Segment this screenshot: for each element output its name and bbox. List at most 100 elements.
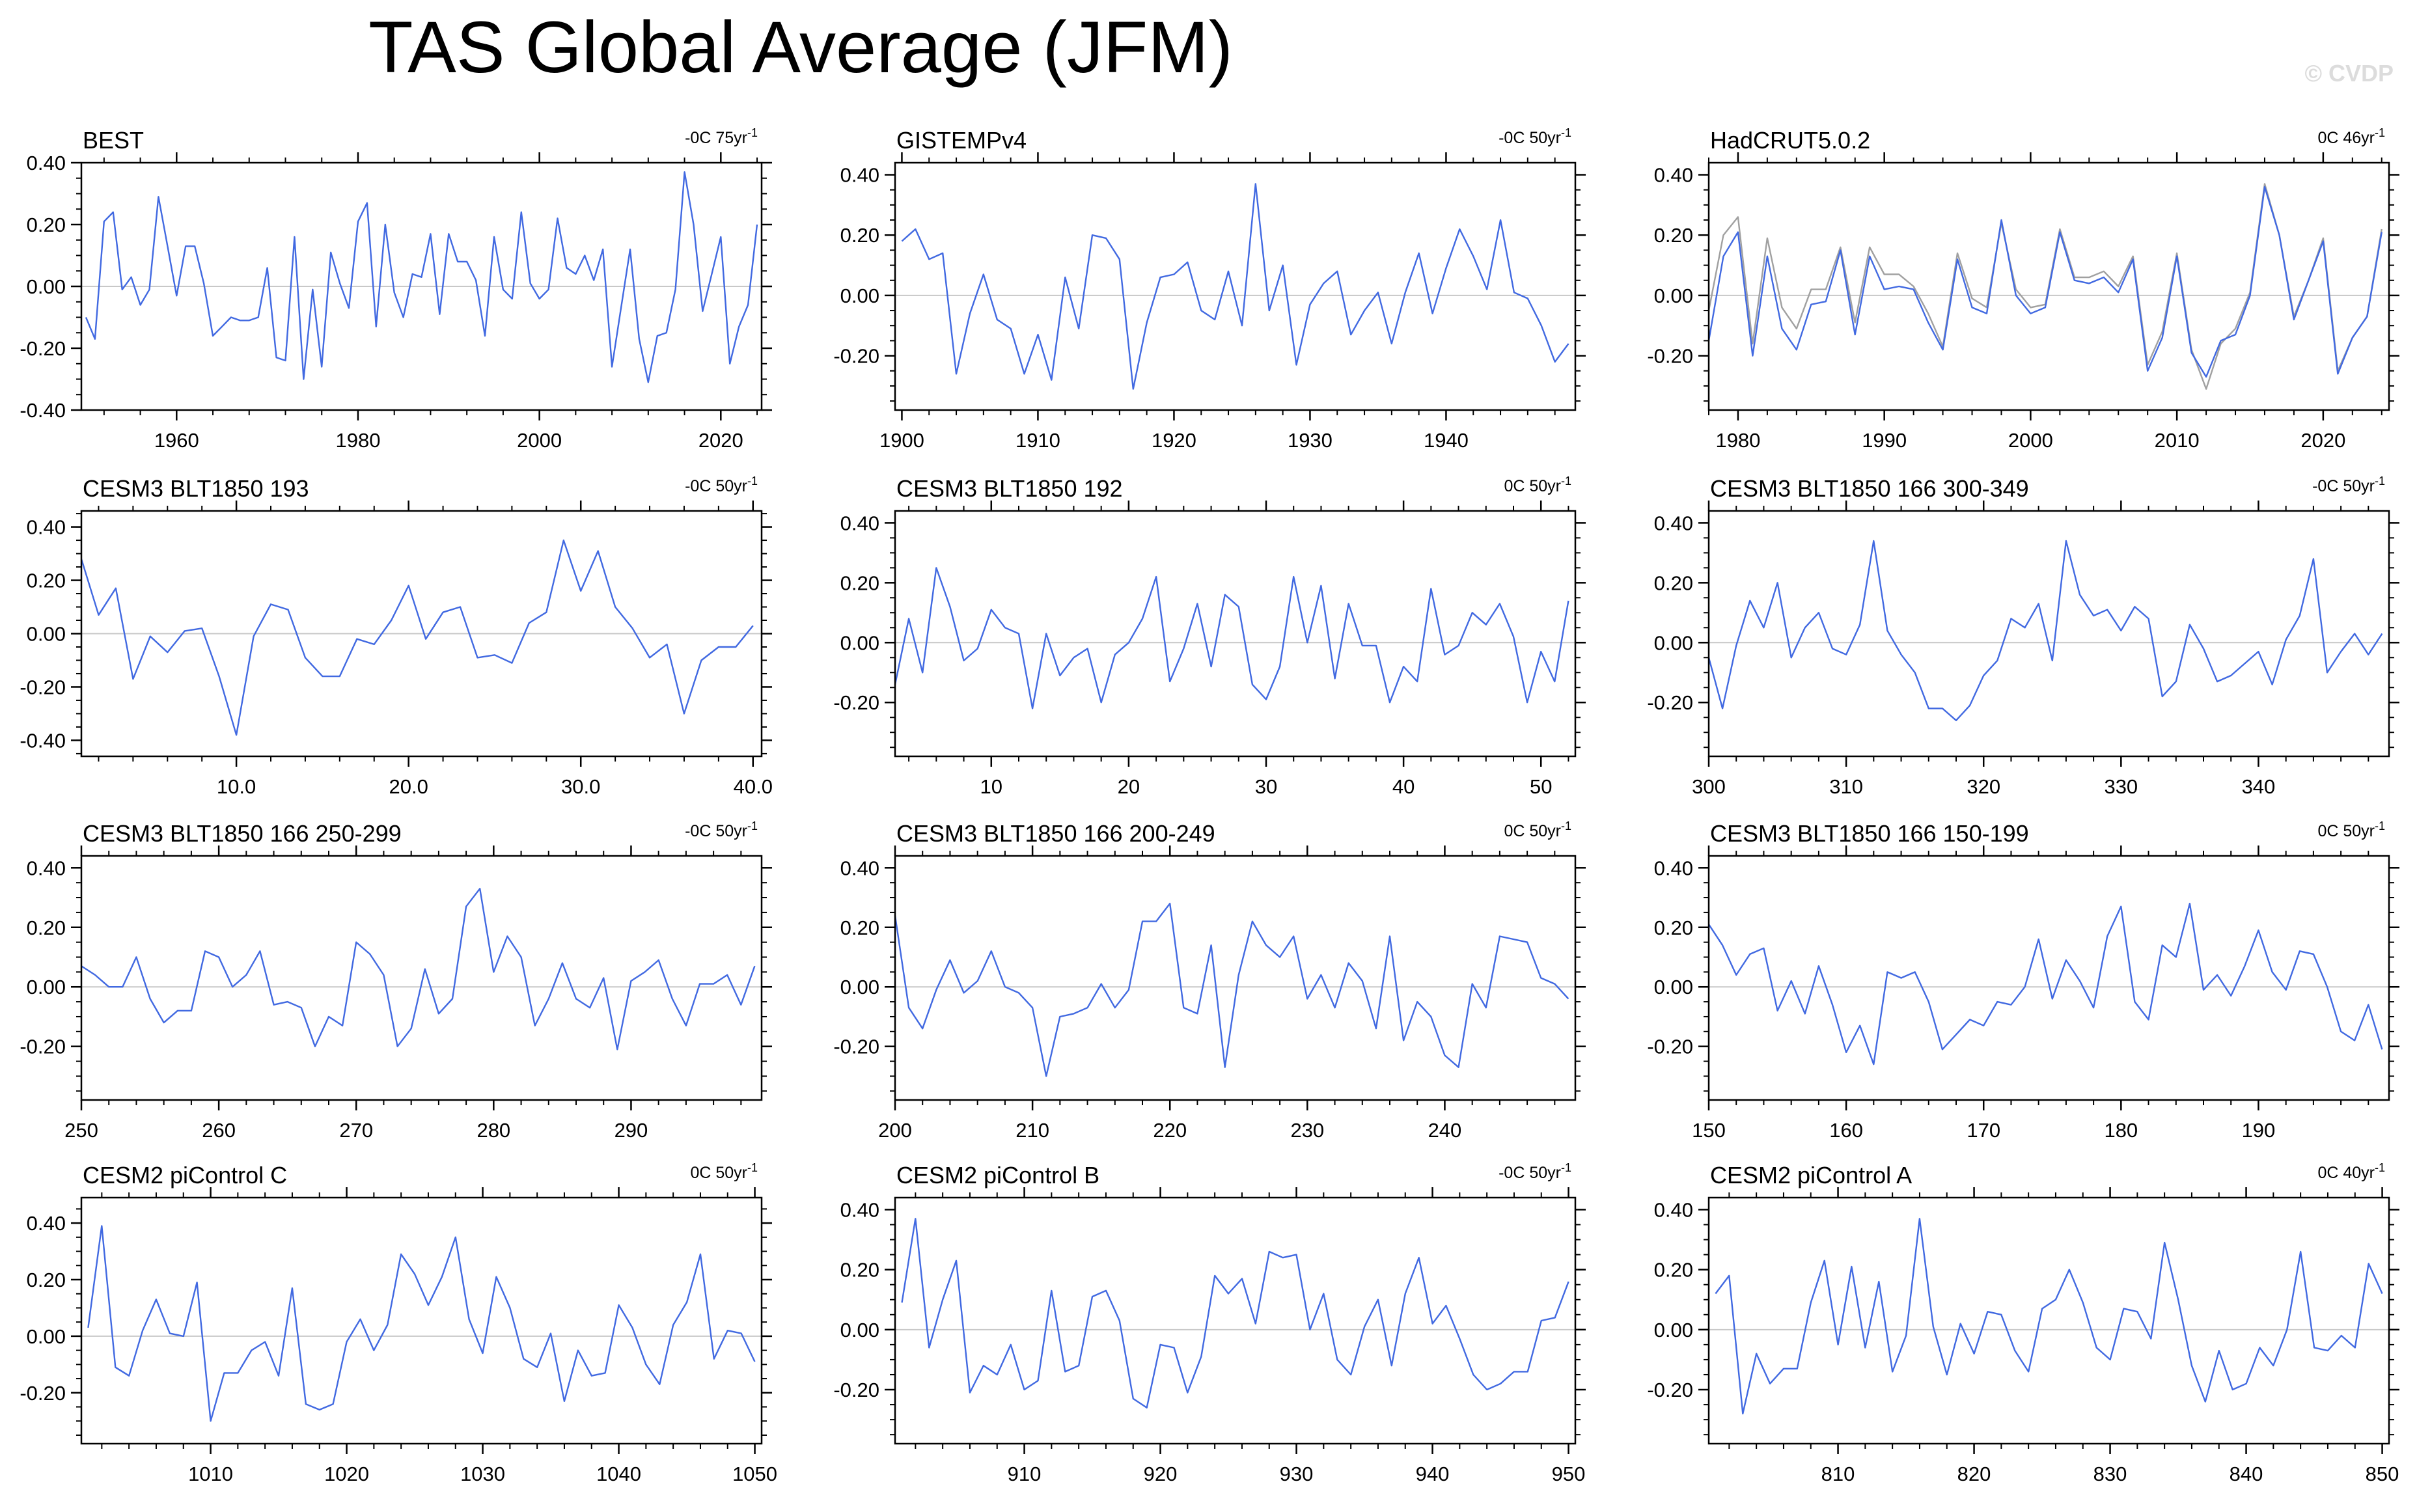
x-tick-label: 300 [1692,775,1726,798]
x-tick-label: 150 [1692,1119,1726,1142]
series-line-1 [1715,1218,2383,1415]
plot-frame [894,855,1577,1101]
series-line-1 [1707,186,2382,378]
x-tick-label: 1990 [1862,429,1907,452]
x-tick-label: 1940 [1424,429,1469,452]
y-tick-label: 0.40 [1654,512,1693,534]
y-tick-label: -0.40 [20,729,66,752]
y-tick-label: 0.20 [1654,1259,1693,1282]
y-tick-label: 0.40 [840,164,879,187]
y-tick-label: 0.20 [840,224,879,247]
y-tick-label: -0.20 [20,1382,66,1405]
watermark: © CVDP [2304,60,2394,87]
panel-title: CESM3 BLT1850 166 250-299 [83,820,402,847]
x-tick-label: 250 [64,1119,98,1142]
x-tick-label: 1960 [154,429,199,452]
x-tick-label: 2020 [2300,429,2345,452]
x-tick-label: 1910 [1015,429,1060,452]
x-tick-label: 1020 [324,1463,369,1485]
y-tick-label: 0.00 [840,1319,879,1341]
y-tick-label: 0.40 [840,512,879,534]
x-tick-label: 2000 [517,429,562,452]
series-line-1 [87,1225,756,1422]
y-tick-label: 0.20 [840,916,879,939]
x-tick-label: 1010 [188,1463,233,1485]
y-tick-label: -0.20 [1647,691,1693,714]
x-tick-label: 1030 [460,1463,505,1485]
y-tick-label: -0.20 [833,1379,879,1401]
y-tick-label: 0.00 [27,623,66,646]
plot-frame [1707,510,2390,758]
panel-title: CESM3 BLT1850 193 [83,475,309,502]
trend-label: -0C 50yr-1 [685,474,758,495]
y-tick-label: 0.40 [27,152,66,174]
y-tick-label: 0.00 [27,275,66,298]
y-tick-label: 0.00 [840,284,879,307]
x-tick-label: 260 [202,1119,236,1142]
x-tick-label: 1980 [1715,429,1760,452]
y-tick-label: -0.20 [833,691,879,714]
y-tick-label: 0.20 [1654,224,1693,247]
y-tick-label: 0.40 [27,1212,66,1235]
x-tick-label: 830 [2093,1463,2127,1485]
y-tick-label: 0.20 [27,213,66,236]
x-tick-label: 1050 [732,1463,777,1485]
x-tick-label: 1930 [1288,429,1333,452]
series-line-2 [1707,183,2382,390]
plot-frame [1707,161,2390,411]
x-tick-label: 340 [2242,775,2276,798]
plot-frame [1707,855,2390,1101]
y-tick-label: -0.20 [833,345,879,368]
x-tick-label: 20.0 [389,775,428,798]
plot-frame [894,1196,1577,1445]
x-tick-label: 20 [1118,775,1140,798]
x-tick-label: 10 [980,775,1002,798]
x-tick-label: 910 [1008,1463,1042,1485]
y-tick-label: 0.00 [840,631,879,654]
y-tick-label: -0.20 [20,676,66,698]
trend-label: 0C 50yr-1 [1504,474,1571,495]
x-tick-label: 940 [1416,1463,1450,1485]
y-tick-label: -0.40 [20,399,66,422]
panel-title: CESM2 piControl C [83,1162,287,1189]
series-line-1 [1707,902,2383,1065]
y-tick-label: 0.40 [1654,164,1693,187]
x-tick-label: 160 [1829,1119,1863,1142]
panel-2: -0.20 0.00 0.20 0.40 1900 1910 1920 1930 1940 GIS… [833,126,1586,452]
trend-label: -0C 50yr-1 [1499,126,1571,147]
series-line-1 [901,1218,1569,1409]
plot-frame [80,1196,763,1445]
x-tick-label: 950 [1552,1463,1586,1485]
panel-10: -0.20 0.00 0.20 0.40 1010 1020 1030 1040 1050 CES… [20,1161,777,1485]
panel-9: -0.20 0.00 0.20 0.40 150 160 170 180 190 CESM3 BL… [1647,819,2399,1142]
x-tick-label: 40.0 [734,775,773,798]
panel-title: CESM3 BLT1850 192 [896,475,1123,502]
y-tick-label: 0.00 [27,976,66,998]
y-tick-label: 0.00 [840,976,879,998]
trend-label: 0C 50yr-1 [2317,819,2385,840]
x-tick-label: 1900 [879,429,924,452]
panel-4: -0.40 -0.20 0.00 0.20 0.40 10.0 20.0 30.0 40.0 CE… [20,474,773,798]
x-tick-label: 40 [1392,775,1415,798]
series-line-1 [81,888,756,1051]
panel-3: -0.20 0.00 0.20 0.40 1980 1990 2000 2010 2020 Had… [1647,126,2399,452]
x-tick-label: 220 [1153,1119,1187,1142]
panel-title: CESM3 BLT1850 166 200-249 [896,820,1215,847]
y-tick-label: 0.40 [1654,857,1693,879]
trend-label: -0C 50yr-1 [1499,1161,1571,1182]
series-line-1 [894,567,1569,709]
y-tick-label: 0.40 [27,857,66,879]
x-tick-label: 2010 [2155,429,2200,452]
trend-label: -0C 75yr-1 [685,126,758,147]
x-tick-label: 820 [1957,1463,1991,1485]
x-tick-label: 320 [1967,775,2000,798]
x-tick-label: 930 [1280,1463,1314,1485]
panel-7: -0.20 0.00 0.20 0.40 250 260 270 280 290 CESM3 BL… [20,819,772,1142]
y-tick-label: 0.20 [27,570,66,592]
y-tick-label: 0.40 [27,516,66,539]
panel-8: -0.20 0.00 0.20 0.40 200 210 220 230 240 CESM3 BL… [833,819,1586,1142]
x-tick-label: 240 [1428,1119,1462,1142]
y-tick-label: 0.00 [1654,284,1693,307]
y-tick-label: 0.20 [1654,916,1693,939]
